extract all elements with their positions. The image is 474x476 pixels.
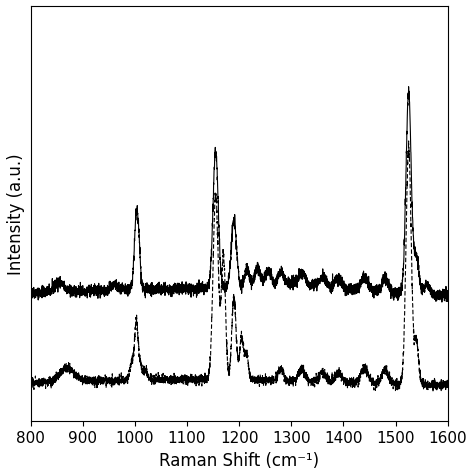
X-axis label: Raman Shift (cm⁻¹): Raman Shift (cm⁻¹) [159, 451, 319, 469]
Y-axis label: Intensity (a.u.): Intensity (a.u.) [7, 153, 25, 275]
